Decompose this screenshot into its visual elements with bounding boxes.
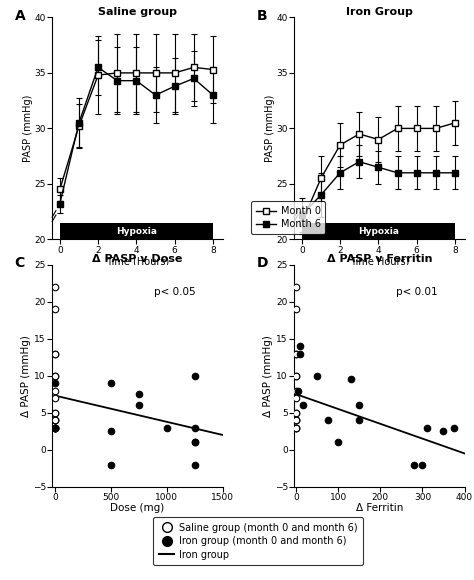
Point	[292, 349, 300, 358]
Point	[297, 342, 304, 351]
Point	[292, 408, 300, 418]
Point	[410, 460, 418, 469]
Point	[191, 438, 199, 447]
Point	[191, 438, 199, 447]
Point	[324, 415, 332, 425]
Y-axis label: Δ PASP (mmHg): Δ PASP (mmHg)	[21, 335, 31, 416]
X-axis label: Dose (mg): Dose (mg)	[110, 503, 164, 513]
Point	[356, 415, 363, 425]
Text: p< 0.05: p< 0.05	[155, 287, 196, 297]
Point	[292, 393, 300, 403]
Point	[294, 386, 302, 395]
Point	[292, 282, 300, 292]
Point	[52, 408, 59, 418]
Y-axis label: Δ PASP (mmHg): Δ PASP (mmHg)	[263, 335, 273, 416]
Point	[52, 386, 59, 395]
Point	[52, 423, 59, 432]
Point	[135, 401, 143, 410]
Title: Δ PASP v Ferritin: Δ PASP v Ferritin	[327, 254, 432, 264]
Point	[335, 438, 342, 447]
X-axis label: Time (Hours): Time (Hours)	[106, 256, 169, 266]
Legend: Saline group (month 0 and month 6), Iron group (month 0 and month 6), Iron group: Saline group (month 0 and month 6), Iron…	[154, 517, 363, 566]
Point	[292, 386, 300, 395]
Point	[52, 371, 59, 380]
Point	[52, 423, 59, 432]
Point	[419, 460, 426, 469]
Point	[52, 415, 59, 425]
Point	[52, 349, 59, 358]
Point	[52, 423, 59, 432]
Point	[292, 408, 300, 418]
Point	[299, 401, 306, 410]
X-axis label: Δ Ferritin: Δ Ferritin	[356, 503, 403, 513]
Point	[292, 349, 300, 358]
Point	[191, 460, 199, 469]
Text: C: C	[15, 256, 25, 270]
Point	[292, 415, 300, 425]
Point	[292, 371, 300, 380]
Point	[356, 401, 363, 410]
Text: B: B	[256, 9, 267, 23]
Point	[52, 393, 59, 403]
Point	[292, 423, 300, 432]
Point	[292, 423, 300, 432]
Text: p< 0.01: p< 0.01	[396, 287, 438, 297]
Point	[135, 390, 143, 399]
Bar	[302, 223, 455, 240]
Point	[191, 423, 199, 432]
Text: Hypoxia: Hypoxia	[358, 227, 399, 235]
Point	[450, 423, 458, 432]
Point	[423, 423, 430, 432]
Bar	[60, 223, 213, 240]
Text: D: D	[256, 256, 268, 270]
Point	[52, 408, 59, 418]
Y-axis label: PASP (mmHg): PASP (mmHg)	[23, 95, 33, 162]
Legend: Month 0, Month 6: Month 0, Month 6	[251, 201, 325, 234]
Point	[52, 379, 59, 388]
Y-axis label: PASP (mmHg): PASP (mmHg)	[265, 95, 275, 162]
Point	[52, 349, 59, 358]
Point	[292, 415, 300, 425]
Text: A: A	[15, 9, 26, 23]
Title: Iron Group: Iron Group	[346, 6, 413, 17]
Title: Saline group: Saline group	[98, 6, 177, 17]
Point	[313, 371, 321, 380]
Point	[163, 423, 171, 432]
Point	[440, 426, 447, 436]
Point	[292, 371, 300, 380]
Point	[52, 423, 59, 432]
Point	[52, 423, 59, 432]
Point	[52, 304, 59, 314]
Point	[52, 415, 59, 425]
Point	[52, 415, 59, 425]
Point	[292, 423, 300, 432]
Point	[292, 304, 300, 314]
Text: Hypoxia: Hypoxia	[116, 227, 157, 235]
Point	[297, 349, 304, 358]
Point	[108, 379, 115, 388]
X-axis label: Time Hours): Time Hours)	[350, 256, 409, 266]
Point	[191, 371, 199, 380]
Title: Δ PASP v Dose: Δ PASP v Dose	[92, 254, 182, 264]
Point	[347, 375, 355, 384]
Point	[52, 371, 59, 380]
Point	[52, 423, 59, 432]
Point	[292, 415, 300, 425]
Point	[52, 282, 59, 292]
Point	[108, 460, 115, 469]
Point	[108, 426, 115, 436]
